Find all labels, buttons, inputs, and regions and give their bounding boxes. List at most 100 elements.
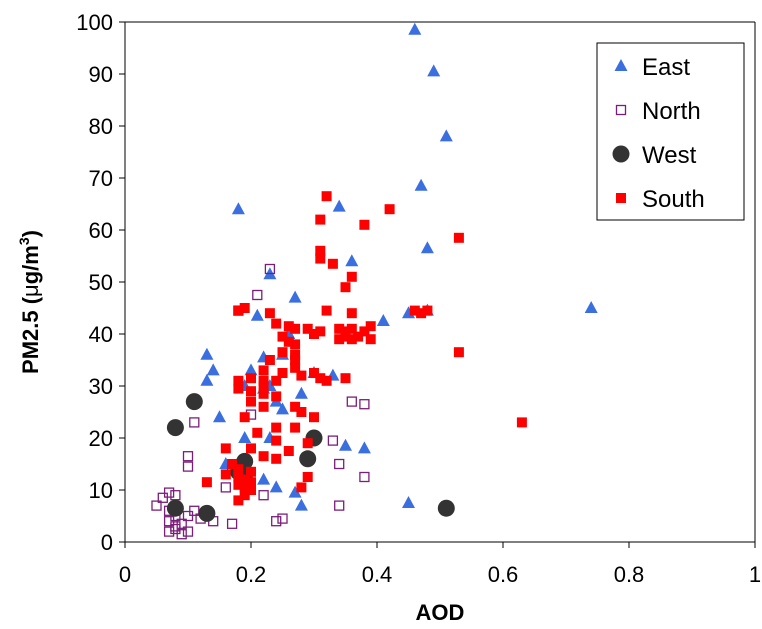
east-point xyxy=(213,410,226,423)
east-point xyxy=(231,202,245,215)
south-point xyxy=(264,355,275,365)
south-point xyxy=(346,323,357,334)
north-point xyxy=(182,526,194,537)
south-point xyxy=(220,469,231,480)
south-point xyxy=(296,482,307,493)
south-point xyxy=(258,365,269,376)
east-point xyxy=(294,386,308,399)
south-point xyxy=(290,323,301,334)
legend-marker-south xyxy=(616,193,626,203)
south-point xyxy=(315,214,326,225)
south-point xyxy=(359,219,370,230)
east-point xyxy=(414,178,428,191)
south-point xyxy=(315,326,326,337)
south-point xyxy=(346,334,357,345)
south-point xyxy=(252,427,263,438)
north-point xyxy=(170,490,181,501)
south-point xyxy=(258,381,269,391)
legend-item-north: North xyxy=(615,98,701,125)
south-point xyxy=(233,472,244,482)
legend-label: North xyxy=(642,98,701,125)
south-point xyxy=(239,474,250,485)
north-point xyxy=(163,526,175,537)
south-point xyxy=(384,204,395,215)
south-point xyxy=(296,370,307,381)
south-point xyxy=(346,308,357,319)
south-point xyxy=(346,271,357,282)
y-tick-label: 40 xyxy=(89,322,113,347)
legend-marker-east xyxy=(614,59,628,71)
y-tick-label: 100 xyxy=(76,10,113,35)
north-point xyxy=(359,399,370,410)
east-point xyxy=(250,308,264,321)
south-point xyxy=(283,321,294,332)
east-point xyxy=(427,64,441,77)
south-point xyxy=(258,401,269,412)
south-point xyxy=(290,401,301,412)
x-tick-label: 0.4 xyxy=(362,562,393,587)
east-point xyxy=(257,472,271,485)
north-point xyxy=(151,500,162,511)
east-point xyxy=(345,254,359,267)
south-point xyxy=(264,308,275,319)
south-point xyxy=(290,362,301,373)
y-tick-label: 60 xyxy=(89,218,113,243)
x-tick-label: 0 xyxy=(119,562,131,587)
legend-marker-west xyxy=(612,145,630,163)
south-point xyxy=(283,336,294,347)
south-point xyxy=(227,459,238,469)
north-point xyxy=(176,529,187,540)
south-point xyxy=(201,477,212,488)
south-point xyxy=(271,422,282,433)
north-point xyxy=(157,492,168,503)
north-point xyxy=(220,482,231,493)
south-point xyxy=(246,386,256,397)
east-point xyxy=(200,373,214,386)
west-point xyxy=(299,450,317,468)
x-tick-label: 0.6 xyxy=(488,562,519,587)
north-point xyxy=(258,490,269,501)
west-point xyxy=(437,499,455,517)
series-north xyxy=(151,263,370,540)
y-tick-label: 70 xyxy=(89,166,113,191)
south-point xyxy=(315,253,326,264)
south-point xyxy=(334,323,345,334)
y-tick-label: 20 xyxy=(89,426,113,451)
south-point xyxy=(359,326,370,337)
south-point xyxy=(309,329,319,339)
east-point xyxy=(200,347,214,360)
south-point xyxy=(321,191,332,202)
east-point xyxy=(408,22,422,35)
east-point xyxy=(206,363,220,376)
north-point xyxy=(264,263,276,275)
south-point xyxy=(340,331,351,342)
east-point xyxy=(288,290,302,303)
south-point xyxy=(277,368,288,378)
south-point xyxy=(422,305,433,316)
south-point xyxy=(409,305,420,316)
legend: East North West South xyxy=(596,42,745,221)
north-point xyxy=(189,505,200,516)
x-tick-label: 1 xyxy=(749,562,761,587)
north-point xyxy=(359,471,370,483)
south-point xyxy=(277,331,288,342)
legend-box xyxy=(596,42,745,221)
east-point xyxy=(294,498,308,511)
north-point xyxy=(277,513,288,524)
south-point xyxy=(233,479,244,490)
south-point xyxy=(246,477,256,488)
south-point xyxy=(246,443,256,454)
south-point xyxy=(271,318,282,329)
south-point xyxy=(258,451,269,462)
south-point xyxy=(239,412,250,423)
south-point xyxy=(271,453,282,464)
legend-item-east: East xyxy=(614,54,690,81)
axes xyxy=(124,21,756,543)
north-point xyxy=(334,500,345,511)
south-point xyxy=(239,490,250,501)
north-point xyxy=(252,289,263,301)
south-point xyxy=(340,326,351,337)
south-point xyxy=(246,466,256,477)
south-point xyxy=(309,412,319,423)
